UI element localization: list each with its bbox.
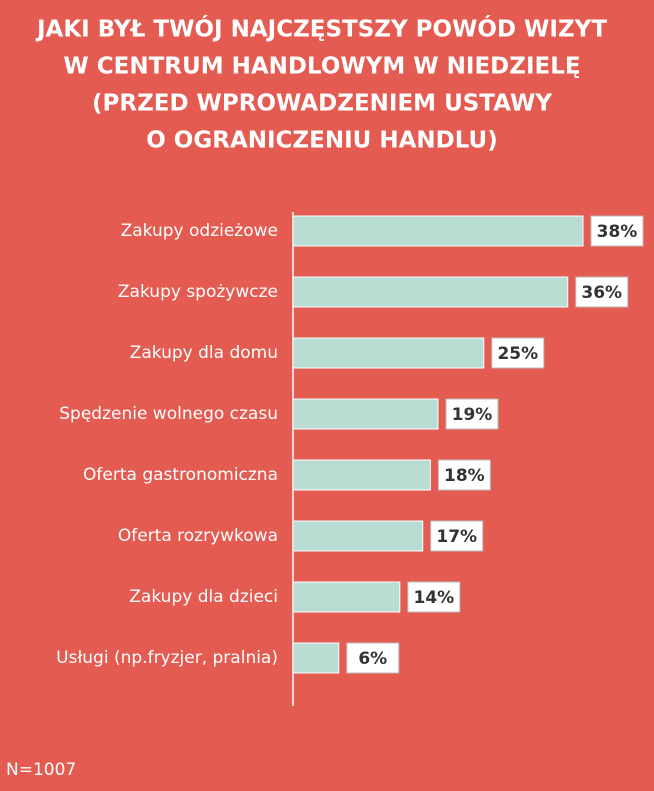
category-label: Zakupy dla dzieci: [129, 587, 278, 607]
bar: [292, 642, 340, 674]
bar: [292, 520, 424, 552]
value-label-box: [445, 398, 499, 430]
value-label: 17%: [436, 527, 477, 547]
bar: [292, 581, 401, 613]
bar: [292, 276, 569, 308]
bar: [292, 215, 584, 247]
bar: [292, 459, 431, 491]
chart-title: O OGRANICZENIU HANDLU): [146, 128, 497, 154]
category-label: Zakupy spożywcze: [118, 282, 278, 302]
category-label: Zakupy dla domu: [130, 343, 278, 363]
value-label: 38%: [597, 222, 638, 242]
chart-title: W CENTRUM HANDLOWYM W NIEDZIELĘ: [63, 54, 580, 80]
value-label-box: [430, 520, 484, 552]
category-label: Zakupy odzieżowe: [121, 221, 278, 241]
value-label-box: [346, 642, 400, 674]
value-label: 18%: [444, 466, 485, 486]
value-label: 19%: [452, 405, 493, 425]
category-label: Usługi (np.fryzjer, pralnia): [56, 648, 278, 668]
value-label: 36%: [581, 283, 622, 303]
value-label: 25%: [497, 344, 538, 364]
category-label: Oferta rozrywkowa: [118, 526, 278, 546]
category-label: Oferta gastronomiczna: [83, 465, 278, 485]
chart-title: JAKI BYŁ TWÓJ NAJCZĘSTSZY POWÓD WIZYT: [35, 15, 607, 43]
bar: [292, 337, 485, 369]
value-label-box: [491, 337, 545, 369]
value-label: 14%: [413, 588, 454, 608]
category-label: Spędzenie wolnego czasu: [59, 404, 278, 424]
value-label-box: [590, 215, 644, 247]
value-label: 6%: [358, 649, 387, 669]
bar: [292, 398, 439, 430]
sample-note: N=1007: [6, 760, 76, 780]
value-label-box: [575, 276, 629, 308]
value-label-box: [437, 459, 491, 491]
chart-title: (PRZED WPROWADZENIEM USTAWY: [92, 91, 552, 117]
value-label-box: [407, 581, 461, 613]
